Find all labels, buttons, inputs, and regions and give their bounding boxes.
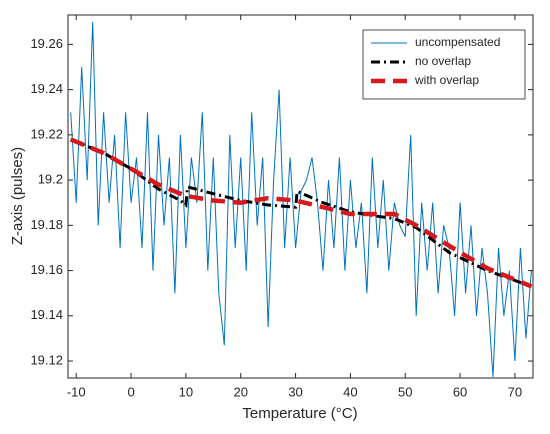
series-line <box>69 137 533 289</box>
y-tick-label: 19.16 <box>30 262 63 277</box>
x-tick-label: 50 <box>398 384 412 399</box>
series-line <box>70 138 532 288</box>
x-tick-label: 0 <box>127 384 134 399</box>
legend-label: uncompensated <box>415 35 500 49</box>
y-tick-label: 19.18 <box>30 217 63 232</box>
y-tick-label: 19.26 <box>30 36 63 51</box>
x-tick-label: 70 <box>508 384 522 399</box>
x-tick-label: 20 <box>233 384 247 399</box>
y-tick-label: 19.2 <box>38 172 63 187</box>
plot <box>69 21 533 377</box>
y-tick-label: 19.22 <box>30 126 63 141</box>
x-tick-label: 60 <box>453 384 467 399</box>
legend-label: no overlap <box>415 54 471 68</box>
y-tick-label: 19.12 <box>30 352 63 367</box>
y-axis-label: Z-axis (pulses) <box>9 147 26 245</box>
axes-box <box>67 14 534 379</box>
x-tick-label: 10 <box>179 384 193 399</box>
x-tick-label: 40 <box>343 384 357 399</box>
y-tick-label: 19.14 <box>30 307 63 322</box>
x-tick-label: 30 <box>288 384 302 399</box>
x-axis-label: Temperature (°C) <box>242 405 357 422</box>
y-tick-label: 19.24 <box>30 81 63 96</box>
x-tick-label: -10 <box>67 384 86 399</box>
legend-label: with overlap <box>414 73 479 87</box>
series-line <box>70 21 532 377</box>
legend-box <box>362 29 526 100</box>
